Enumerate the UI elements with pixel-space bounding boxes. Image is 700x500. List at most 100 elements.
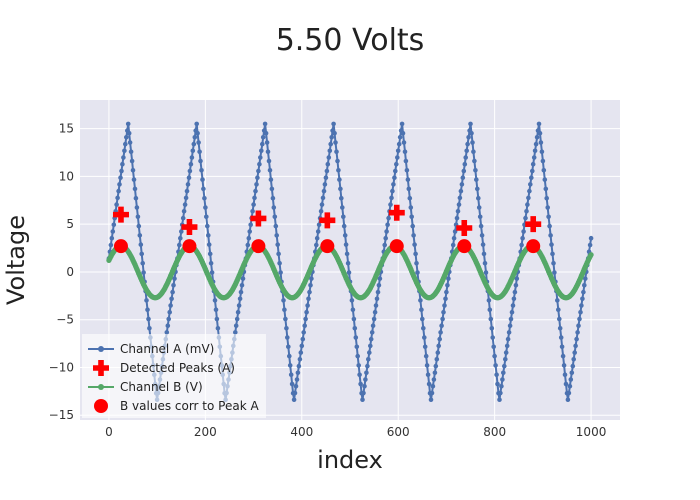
legend-item: Channel A (mV) <box>88 342 214 356</box>
data-point <box>169 296 174 302</box>
data-point <box>372 309 378 315</box>
y-tick-label: −5 <box>56 313 74 327</box>
legend-label: B values corr to Peak A <box>120 399 259 413</box>
data-point <box>285 335 290 340</box>
data-point <box>167 309 172 315</box>
data-point <box>371 316 377 322</box>
data-point <box>295 370 301 376</box>
data-point <box>489 326 495 331</box>
data-point <box>139 251 144 257</box>
series-layer <box>106 121 594 403</box>
data-point <box>288 372 294 378</box>
data-point <box>297 357 303 362</box>
data-point <box>191 141 197 147</box>
data-point <box>527 188 532 194</box>
data-point <box>411 233 416 238</box>
corr-marker <box>389 239 404 254</box>
data-point <box>325 161 331 167</box>
data-point <box>281 298 286 303</box>
data-point <box>296 363 302 369</box>
data-point <box>424 363 430 368</box>
data-point <box>299 343 305 349</box>
data-point <box>549 242 554 247</box>
data-point <box>401 140 407 145</box>
data-point <box>481 251 487 257</box>
data-point <box>237 296 243 302</box>
data-point <box>208 260 214 266</box>
data-point <box>349 298 355 303</box>
data-point <box>247 229 252 234</box>
data-point <box>519 242 524 248</box>
data-point <box>345 260 351 266</box>
data-point <box>277 260 282 266</box>
data-point <box>332 130 337 136</box>
data-point <box>450 242 456 248</box>
data-point <box>557 316 562 322</box>
data-point <box>437 336 443 342</box>
data-point <box>452 229 458 234</box>
data-point <box>361 390 366 396</box>
data-point <box>526 195 531 201</box>
data-point <box>278 270 283 275</box>
data-point <box>323 175 329 180</box>
data-point <box>336 168 341 173</box>
data-point <box>110 229 116 234</box>
data-point <box>470 140 475 145</box>
data-point <box>179 229 184 234</box>
data-point <box>144 298 149 303</box>
y-axis-title: Voltage <box>2 215 30 305</box>
data-point <box>350 307 356 313</box>
data-point <box>495 381 500 387</box>
data-point <box>434 357 440 362</box>
data-point <box>256 168 261 174</box>
data-point <box>125 121 131 127</box>
data-point <box>282 307 287 313</box>
data-point <box>303 316 308 322</box>
data-point <box>314 235 320 241</box>
data-point <box>360 397 365 403</box>
data-point <box>506 330 512 335</box>
corr-marker <box>526 239 541 254</box>
data-point <box>457 195 463 201</box>
data-point <box>382 242 388 248</box>
data-point <box>233 323 239 329</box>
data-point <box>588 252 594 258</box>
data-point <box>575 330 580 335</box>
data-point <box>474 177 479 182</box>
data-point <box>246 235 252 241</box>
data-point <box>396 141 402 147</box>
data-point <box>355 353 361 359</box>
data-point <box>390 188 395 194</box>
data-point <box>365 363 370 369</box>
data-point <box>316 222 322 228</box>
data-point <box>252 195 257 201</box>
data-point <box>415 270 420 275</box>
data-point <box>326 155 332 160</box>
data-point <box>583 276 588 281</box>
data-point <box>203 205 208 210</box>
data-point <box>320 195 326 201</box>
data-point <box>413 251 418 257</box>
data-point <box>566 390 572 396</box>
data-point <box>309 276 314 281</box>
data-point <box>192 135 198 140</box>
data-point <box>456 202 462 207</box>
data-point <box>109 235 115 241</box>
data-point <box>133 195 139 201</box>
data-point <box>287 363 293 368</box>
data-point <box>122 148 127 154</box>
legend-marker <box>98 346 104 352</box>
data-point <box>530 161 536 167</box>
data-point <box>567 383 573 389</box>
data-point <box>503 357 508 362</box>
data-point <box>576 323 581 329</box>
x-tick-label: 0 <box>105 425 113 439</box>
data-point <box>170 289 175 295</box>
data-point <box>577 316 582 322</box>
data-point <box>134 205 140 210</box>
data-point <box>195 130 200 136</box>
y-tick-label: −10 <box>49 360 74 374</box>
data-point <box>184 188 190 194</box>
data-point <box>384 229 389 234</box>
data-point <box>461 168 467 174</box>
